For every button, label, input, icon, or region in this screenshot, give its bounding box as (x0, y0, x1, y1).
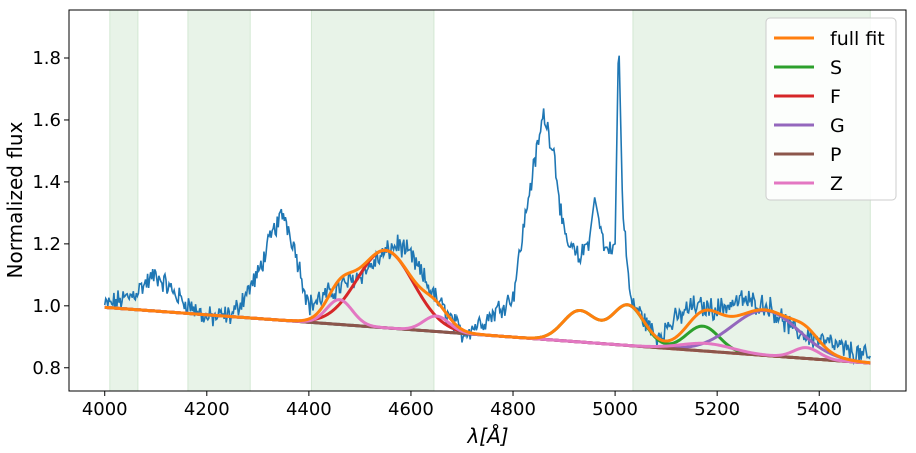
spectrum-line (103, 55, 871, 366)
x-tick-label: 5400 (796, 399, 842, 420)
legend-label-p: P (830, 144, 841, 166)
y-axis-label: Normalized flux (3, 121, 27, 278)
y-tick-label: 1.4 (32, 172, 61, 193)
series-line-full-fit (104, 248, 871, 365)
fit-window-2 (187, 9, 251, 392)
legend-label-s: S (830, 57, 842, 79)
y-tick-label: 0.8 (32, 358, 61, 379)
observed-spectrum (103, 55, 871, 366)
y-tick-label: 1.0 (32, 296, 61, 317)
legend-label-full-fit: full fit (830, 28, 885, 50)
x-tick-label: 5200 (694, 399, 740, 420)
y-tick-label: 1.2 (32, 234, 61, 255)
legend-label-g: G (830, 115, 845, 137)
legend-label-z: Z (830, 173, 843, 195)
x-tick-label: 4000 (82, 399, 128, 420)
legend-label-f: F (830, 86, 841, 108)
fit-window-3 (310, 9, 435, 392)
x-tick-label: 4200 (184, 399, 230, 420)
fit-components (104, 248, 871, 365)
x-tick-label: 4600 (388, 399, 434, 420)
x-tick-label: 4400 (286, 399, 332, 420)
x-axis-ticks: 4000 4200 4400 4600 4800 5000 5200 5400 (82, 391, 842, 420)
y-tick-label: 1.8 (32, 48, 61, 69)
x-tick-label: 5000 (592, 399, 638, 420)
y-tick-label: 1.6 (32, 110, 61, 131)
fit-windows (109, 9, 871, 392)
y-axis-ticks: 0.8 1.0 1.2 1.4 1.6 1.8 (32, 48, 69, 379)
x-tick-label: 4800 (490, 399, 536, 420)
fit-window-1 (109, 9, 139, 392)
plot-frame (68, 9, 907, 392)
x-axis-label: λ[Å] (466, 424, 508, 448)
